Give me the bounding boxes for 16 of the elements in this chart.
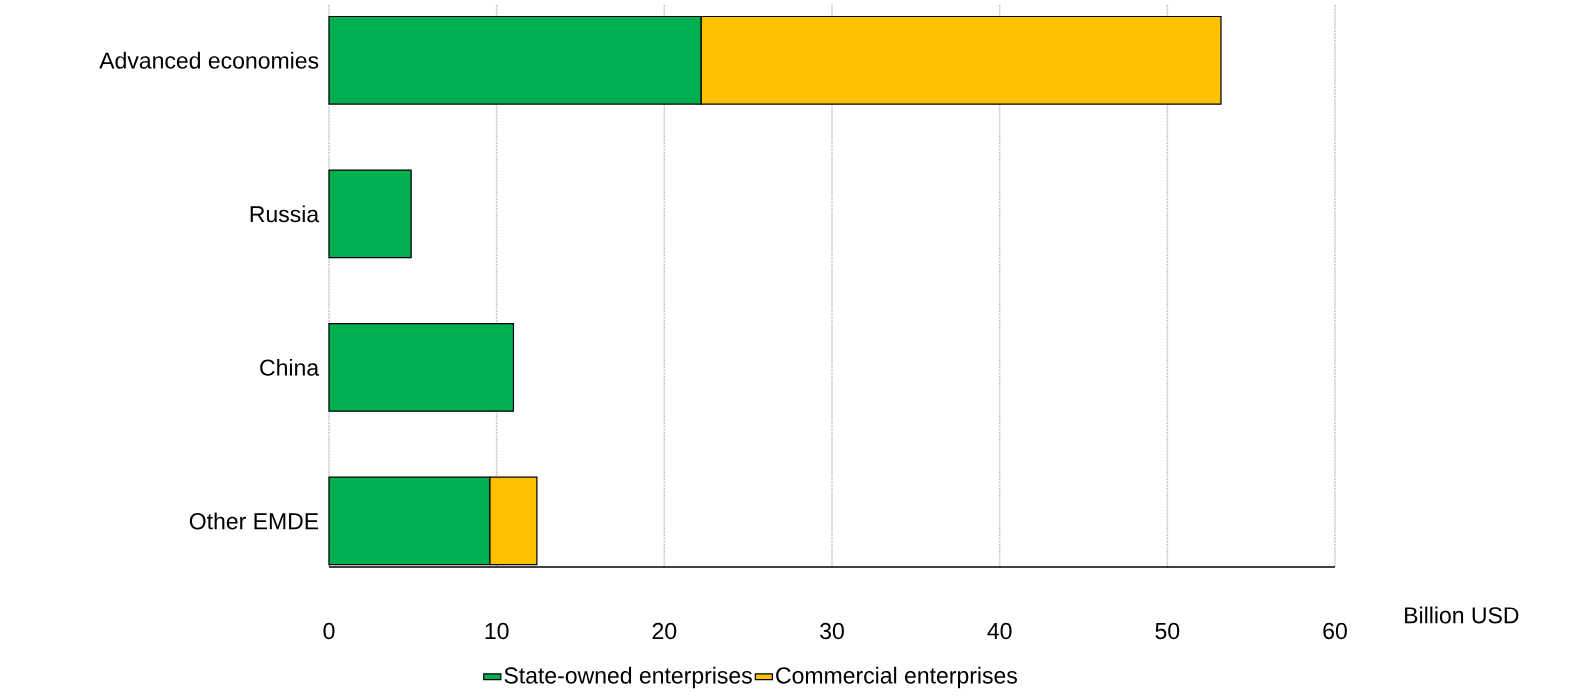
x-tick-label: 30 — [820, 622, 844, 640]
x-tick-label: 50 — [1155, 622, 1180, 640]
bar — [328, 169, 412, 259]
legend-label: Commercial enterprises — [776, 666, 1017, 689]
x-tick-label: 0 — [323, 622, 335, 640]
y-tick-label: Advanced economies — [99, 51, 319, 69]
y-tick-label: China — [260, 358, 320, 376]
bar — [328, 323, 515, 412]
x-axis-title: Billion USD — [1405, 606, 1519, 624]
x-tick-label: 40 — [987, 622, 1012, 640]
x-tick-label: 20 — [652, 622, 677, 640]
legend-label: State-owned enterprises — [504, 666, 752, 689]
x-tick-label: 10 — [485, 622, 509, 640]
x-tick-label: 60 — [1323, 622, 1347, 640]
y-tick-label: Russia — [250, 205, 320, 223]
y-tick-label: Other EMDE — [189, 512, 319, 530]
